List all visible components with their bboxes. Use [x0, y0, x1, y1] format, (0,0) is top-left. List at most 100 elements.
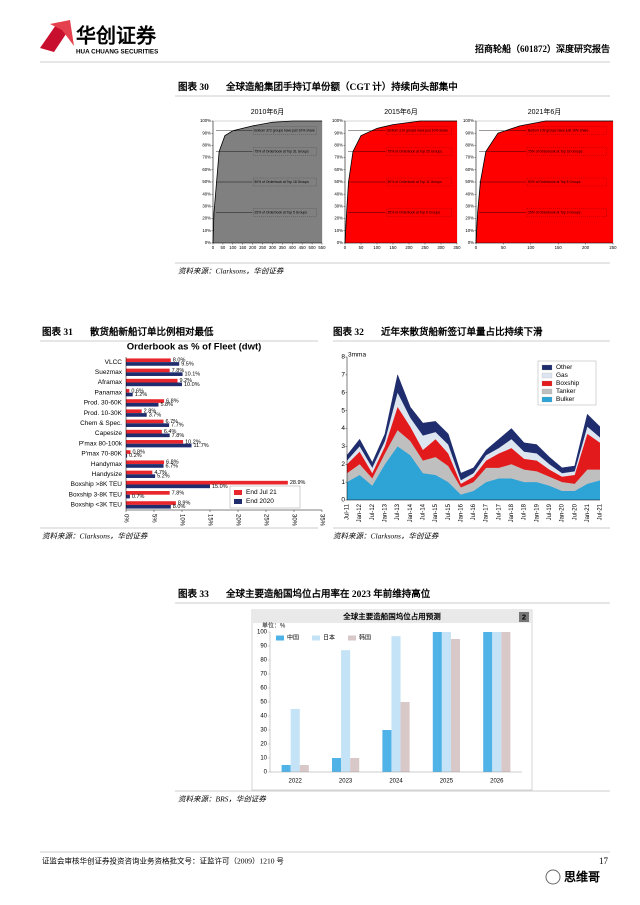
- area-line: [212, 120, 322, 244]
- y-tick-label: 40%: [202, 191, 211, 196]
- bar: [126, 460, 165, 465]
- bar: [501, 632, 511, 772]
- logo-en: HUA CHUANG SECURITIES: [76, 49, 158, 56]
- y-tick-label: 50%: [465, 179, 474, 184]
- x-tick-label: Jul-14: [420, 503, 426, 520]
- panel-title: 2010年6月: [251, 107, 284, 116]
- x-tick-label: 2022: [289, 779, 303, 785]
- bar: [492, 632, 502, 772]
- figure-label: 图表 32: [333, 326, 364, 338]
- value-label: 6.7%: [166, 463, 179, 469]
- x-tick-label: Jul-13: [395, 503, 401, 520]
- x-tick-label: 100: [527, 245, 535, 250]
- x-tick-label: 50: [501, 245, 506, 250]
- value-label: 1.2%: [135, 392, 148, 398]
- panel-title: 2015年6月: [384, 107, 417, 116]
- bar: [432, 632, 442, 772]
- value-label: 7.7%: [171, 423, 184, 429]
- bar: [126, 440, 184, 444]
- y-tick-label: 100: [257, 630, 268, 636]
- y-tick-label: 2: [341, 461, 345, 468]
- y-tick-label: 10%: [334, 228, 343, 233]
- value-label: 15.0%: [212, 484, 228, 490]
- x-tick-label: 350: [279, 245, 287, 250]
- bar: [126, 402, 159, 407]
- panel-title: 2021年6月: [528, 107, 561, 116]
- figure-source: 资料来源：Clarksons，华创证券: [333, 532, 439, 541]
- figure-source: 资料来源：BRS，华创证券: [178, 795, 266, 804]
- bar: [126, 362, 180, 366]
- x-tick-label: 150: [239, 245, 247, 250]
- y-tick-label: 30%: [202, 204, 211, 209]
- x-tick-label: 25%: [262, 514, 268, 527]
- legend-label: Gas: [556, 372, 569, 379]
- annotation: 50% of Orderbook at Top 8 Groups: [528, 180, 581, 184]
- annotation: Bottom 210 groups have just 10% share: [388, 129, 448, 133]
- bar: [441, 632, 451, 772]
- figure-label: 图表 30: [178, 81, 209, 93]
- category-label: Panamax: [95, 389, 123, 396]
- x-tick-label: 200: [405, 245, 413, 250]
- annotation: Bottom 109 groups have just 10% share: [528, 129, 588, 133]
- x-tick-label: 300: [437, 245, 445, 250]
- category-label: Capesize: [95, 430, 122, 437]
- value-label: 7.8%: [172, 368, 185, 374]
- y-tick-label: 90%: [465, 130, 474, 135]
- y-tick-label: 20: [260, 742, 267, 748]
- legend-swatch: [541, 380, 553, 387]
- unit-label: 单位：%: [262, 622, 286, 630]
- value-label: 8.9%: [178, 501, 191, 507]
- x-tick-label: 20%: [234, 514, 240, 527]
- y-tick-label: 30%: [334, 204, 343, 209]
- x-tick-label: Jul-17: [496, 503, 502, 520]
- badge-box: [519, 612, 529, 622]
- area-fill: [347, 430, 600, 495]
- bar: [126, 504, 171, 509]
- bar: [281, 765, 291, 772]
- bar: [126, 450, 131, 454]
- x-tick-label: 50: [221, 245, 226, 250]
- y-tick-label: 1: [341, 479, 345, 486]
- y-tick-label: 20%: [334, 216, 343, 221]
- y-tick-label: 80%: [202, 143, 211, 148]
- x-tick-label: Jan-12: [357, 503, 363, 522]
- y-tick-label: 7: [341, 372, 345, 379]
- bar: [126, 419, 164, 424]
- y-tick-label: 30%: [465, 204, 474, 209]
- annotation-box: [386, 126, 452, 135]
- y-tick-label: 90: [260, 644, 267, 650]
- x-tick-label: 100: [373, 245, 381, 250]
- value-label: 0.8%: [132, 450, 145, 456]
- figure-title: 近年来散货船新签订单量占比持续下滑: [381, 326, 543, 338]
- value-label: 10.0%: [184, 382, 200, 388]
- x-tick-label: 0%: [122, 514, 128, 523]
- category-label: P'max 70-80K: [81, 451, 122, 458]
- watermark-icon: [545, 869, 561, 885]
- y-tick-label: 60: [260, 686, 267, 692]
- y-tick-label: 0%: [337, 240, 343, 245]
- y-tick-label: 80%: [334, 143, 343, 148]
- bar: [126, 443, 192, 448]
- value-label: 6.8%: [166, 460, 179, 466]
- y-tick-label: 0: [341, 497, 345, 504]
- bar: [382, 730, 392, 772]
- value-label: 8.0%: [173, 358, 186, 364]
- category-label: VLCC: [105, 359, 123, 366]
- area-fill: [347, 374, 600, 481]
- badge: 2: [522, 612, 526, 621]
- x-tick-label: 0: [212, 245, 215, 250]
- annotation-box: [386, 177, 452, 187]
- value-label: 3.7%: [149, 412, 162, 418]
- y-tick-label: 40%: [465, 191, 474, 196]
- x-tick-label: 250: [259, 245, 267, 250]
- bar: [299, 765, 309, 772]
- x-tick-label: Jan-14: [408, 503, 414, 522]
- category-label: Boxship <3K TEU: [71, 502, 123, 509]
- annotation-box: [253, 147, 317, 156]
- value-label: 28.9%: [290, 480, 306, 486]
- x-tick-label: 200: [249, 245, 257, 250]
- x-tick-label: Jul-18: [522, 503, 528, 520]
- y-tick-label: 50%: [334, 179, 343, 184]
